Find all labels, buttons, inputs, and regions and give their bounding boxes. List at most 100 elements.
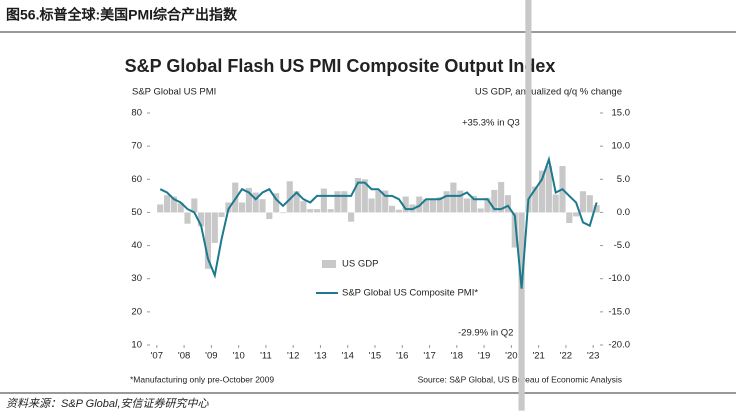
- x-tick-label: '07: [151, 351, 163, 362]
- gdp-bar: [504, 195, 512, 213]
- gdp-bar: [566, 212, 573, 224]
- gdp-bar: [354, 177, 362, 213]
- gdp-bar: [348, 212, 355, 222]
- x-tick-label: '23: [587, 351, 599, 362]
- gdp-bar: [395, 209, 402, 213]
- gdp-bar: [279, 212, 287, 214]
- legend-label: US GDP: [342, 259, 378, 270]
- y2-tick-label: 0.0: [617, 207, 630, 218]
- gdp-bar: [477, 208, 484, 213]
- gdp-bar: [245, 187, 252, 213]
- gdp-bar: [573, 212, 580, 217]
- annotation: -29.9% in Q2: [458, 328, 513, 339]
- gdp-bar: [218, 212, 225, 218]
- y2-tick-label: 10.0: [612, 141, 631, 152]
- gdp-bar: [300, 201, 307, 213]
- gdp-bar: [252, 192, 259, 213]
- x-tick-label: '14: [342, 351, 354, 362]
- y-tick-label: 40: [131, 240, 142, 251]
- y2-tick-label: -10.0: [608, 273, 630, 284]
- x-tick-label: '09: [205, 351, 217, 362]
- gdp-bar: [334, 191, 341, 213]
- gdp-bar: [429, 199, 437, 213]
- gdp-bar: [191, 198, 198, 213]
- gdp-bar: [552, 194, 559, 213]
- y2-tick-label: -20.0: [608, 340, 630, 351]
- gdp-bar: [293, 191, 300, 213]
- gdp-bar: [320, 188, 327, 213]
- chart-title: S&P Global Flash US PMI Composite Output…: [125, 56, 556, 76]
- footer-source: 资料来源：S&P Global,安信证券研究中心: [6, 397, 210, 410]
- gdp-bar: [198, 212, 205, 227]
- y-tick-label: 70: [131, 141, 142, 152]
- y2-tick-label: 15.0: [612, 108, 631, 119]
- x-tick-label: '10: [232, 351, 244, 362]
- gdp-bar: [157, 204, 164, 213]
- y2-tick-label: 5.0: [617, 174, 630, 185]
- x-tick-label: '15: [369, 351, 381, 362]
- y2-tick-label: -15.0: [608, 306, 630, 317]
- x-tick-label: '19: [478, 351, 490, 362]
- y-tick-label: 60: [131, 174, 142, 185]
- gdp-bar: [586, 195, 593, 213]
- y2-tick-label: -5.0: [614, 240, 630, 251]
- gdp-bar: [170, 196, 177, 213]
- gdp-bar: [382, 190, 389, 213]
- gdp-bar: [443, 191, 450, 213]
- gdp-bar: [470, 195, 477, 213]
- y-axis-label: S&P Global US PMI: [132, 87, 216, 98]
- footnote: *Manufacturing only pre-October 2009: [130, 374, 274, 384]
- gdp-bar: [457, 190, 464, 213]
- x-tick-label: '21: [532, 351, 544, 362]
- gdp-bar: [327, 209, 334, 213]
- legend-label: S&P Global US Composite PMI*: [342, 288, 478, 299]
- x-tick-label: '20: [505, 351, 517, 362]
- x-tick-label: '18: [451, 351, 463, 362]
- gdp-bar: [375, 190, 382, 213]
- figure-title: 图56.标普全球:美国PMI综合产出指数: [6, 7, 238, 23]
- gdp-bar: [313, 209, 321, 213]
- y-tick-label: 30: [131, 273, 142, 284]
- pmi-line: [159, 155, 598, 289]
- gdp-bar: [163, 195, 171, 213]
- gdp-bar: [259, 199, 266, 213]
- x-tick-label: '17: [423, 351, 435, 362]
- gdp-bar: [491, 189, 498, 213]
- gdp-bar: [538, 170, 546, 213]
- annotation: +35.3% in Q3: [462, 118, 520, 129]
- y-tick-label: 10: [131, 340, 142, 351]
- x-tick-label: '11: [260, 351, 272, 362]
- gdp-bar: [450, 182, 457, 213]
- gdp-bar: [423, 199, 430, 213]
- gdp-bar: [204, 212, 212, 269]
- gdp-bar: [484, 197, 491, 213]
- gdp-bar: [361, 179, 368, 213]
- gdp-bar: [498, 181, 505, 213]
- gdp-bar: [593, 205, 600, 213]
- y-tick-label: 80: [131, 108, 142, 119]
- gdp-bar: [307, 209, 314, 213]
- gdp-bar: [368, 198, 375, 213]
- gdp-bar: [177, 203, 184, 213]
- x-tick-label: '13: [314, 351, 326, 362]
- gdp-bar: [463, 198, 471, 213]
- x-tick-label: '08: [178, 351, 190, 362]
- gdp-bar: [266, 212, 273, 220]
- gdp-bar: [184, 212, 191, 224]
- gdp-bar: [532, 186, 539, 213]
- gdp-bar: [436, 197, 443, 213]
- gdp-bar: [518, 212, 525, 411]
- y-tick-label: 20: [131, 306, 142, 317]
- gdp-bar: [402, 196, 409, 213]
- x-tick-label: '16: [396, 351, 408, 362]
- y2-axis-label: US GDP, annualized q/q % change: [475, 87, 622, 98]
- legend-swatch: [322, 260, 336, 268]
- x-tick-label: '22: [560, 351, 572, 362]
- gdp-bar: [341, 191, 348, 213]
- gdp-bar: [388, 205, 396, 213]
- gdp-bar: [545, 166, 552, 213]
- gdp-bar: [273, 193, 280, 213]
- y-tick-label: 50: [131, 207, 142, 218]
- gdp-bar: [211, 212, 218, 243]
